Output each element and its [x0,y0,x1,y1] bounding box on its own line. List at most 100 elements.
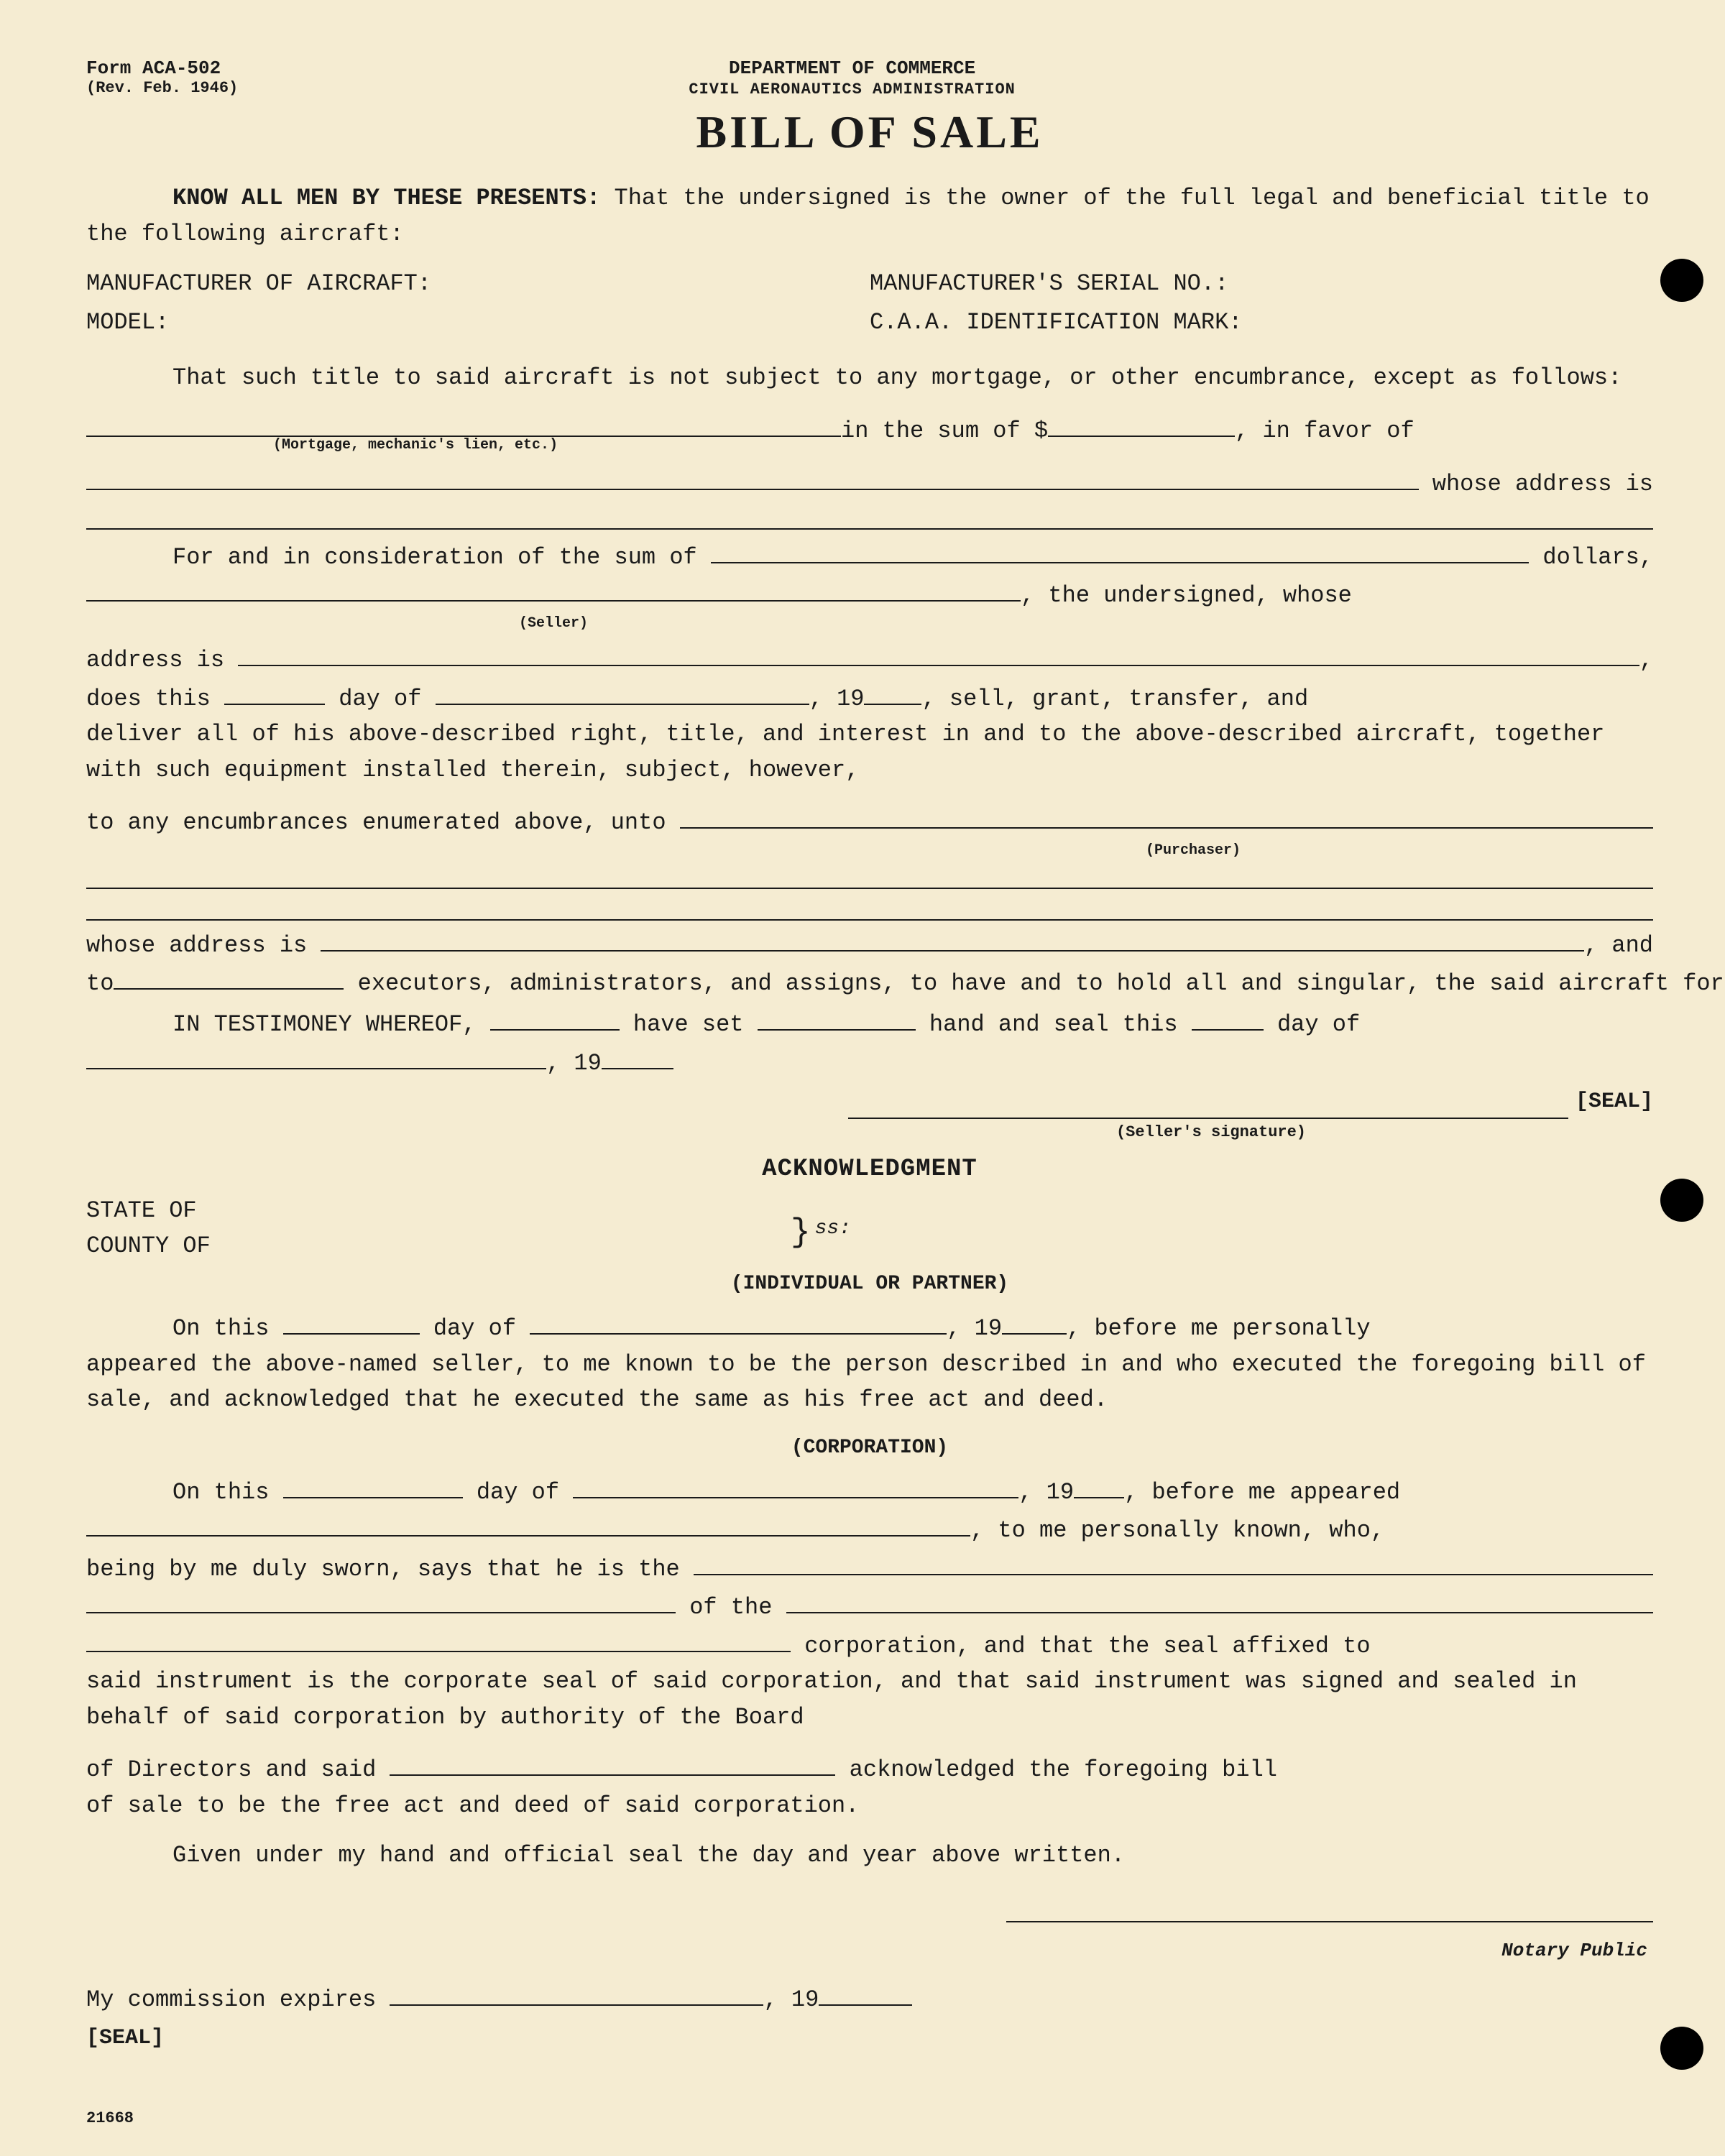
corp-title-blank[interactable] [694,1549,1653,1575]
know-all-clause: KNOW ALL MEN BY THESE PRESENTS: [172,185,600,211]
commission-year-blank[interactable] [819,1979,912,2006]
testimony-blank2[interactable] [758,1005,916,1031]
encumbrance-type-blank[interactable] [86,410,841,437]
corp-seal-body: said instrument is the corporate seal of… [86,1664,1653,1735]
ind-day-of: day of [420,1311,530,1347]
testimony-blank1[interactable] [490,1005,620,1031]
corp-name-blank[interactable] [786,1587,1653,1613]
given-under-hand: Given under my hand and official seal th… [86,1838,1653,1874]
purchaser-line-2[interactable] [86,862,1653,889]
year-prefix-text: , 19 [809,681,865,717]
in-favor-text: , in favor of [1235,413,1414,449]
corp-name-blank2[interactable] [86,1626,791,1652]
purchaser-blank[interactable] [680,803,1653,829]
year-prefix2-text: , 19 [546,1046,602,1082]
day-blank[interactable] [224,678,325,705]
ind-month-blank[interactable] [530,1308,947,1335]
testimony-day-blank[interactable] [1192,1005,1264,1031]
corp-seal-head: corporation, and that the seal affixed t… [791,1628,1371,1664]
corp-free-act: of sale to be the free act and deed of s… [86,1788,1653,1824]
seller-address-blank[interactable] [238,640,1639,667]
document-title: BILL OF SALE [86,106,1653,159]
seal-label-2: [SEAL] [86,2022,1653,2055]
subdepartment-line: CIVIL AERONAUTICS ADMINISTRATION [238,80,1466,98]
corp-day-blank[interactable] [283,1472,463,1498]
punch-hole [1660,259,1703,302]
seller-name-blank[interactable] [86,575,1021,602]
corp-year-prefix: , 19 [1018,1475,1074,1511]
caa-label: C.A.A. IDENTIFICATION MARK: [870,305,1653,341]
executors-text: executors, administrators, and assigns, … [344,966,1725,1002]
favor-of-blank[interactable] [86,464,1419,490]
notary-signature-line[interactable] [1006,1895,1653,1922]
purchaser-line-3[interactable] [86,893,1653,921]
corp-month-blank[interactable] [573,1472,1018,1498]
in-sum-text: in the sum of $ [841,413,1048,449]
address-is-text: address is [86,642,238,678]
whose-address2-text: whose address is [86,928,321,964]
individual-label: (INDIVIDUAL OR PARTNER) [86,1268,1653,1299]
corp-day-of: day of [463,1475,574,1511]
consideration-amount-blank[interactable] [711,537,1529,563]
deliver-paragraph: deliver all of his above-described right… [86,717,1653,788]
year-blank[interactable] [864,678,921,705]
testimony-year-blank[interactable] [602,1043,673,1069]
brace-icon: } [791,1207,811,1258]
corp-ack-blank[interactable] [390,1749,835,1776]
have-set-text: have set [620,1007,758,1043]
form-revision: (Rev. Feb. 1946) [86,79,238,97]
corp-appeared-blank[interactable] [86,1511,970,1537]
corp-title-blank2[interactable] [86,1587,676,1613]
ind-tail-head: , before me personally [1067,1311,1370,1347]
day-of2-text: day of [1264,1007,1360,1043]
seal-label: [SEAL] [1576,1085,1653,1119]
corp-ack-tail: acknowledged the foregoing bill [835,1752,1277,1788]
commission-expires-text: My commission expires [86,1982,390,2018]
corporation-label: (CORPORATION) [86,1432,1653,1463]
corp-of-the: of the [676,1590,786,1626]
undersigned-whose-text: , the undersigned, whose [1021,578,1352,614]
punch-hole [1660,1179,1703,1222]
ind-year-prefix: , 19 [947,1311,1002,1347]
month-blank[interactable] [436,678,809,705]
county-of-label: COUNTY OF [86,1228,791,1264]
notary-public-label: Notary Public [86,1936,1653,1965]
form-number: Form ACA-502 [86,57,238,79]
testimony-text: IN TESTIMONEY WHEREOF, [86,1007,490,1043]
corp-duly-sworn: being by me duly sworn, says that he is … [86,1552,694,1588]
encumbrance-paragraph: That such title to said aircraft is not … [86,360,1653,396]
commission-month-blank[interactable] [390,1979,763,2006]
state-of-label: STATE OF [86,1193,791,1229]
corp-personally-known: , to me personally known, who, [970,1513,1384,1549]
manufacturer-label: MANUFACTURER OF AIRCRAFT: [86,266,870,302]
commission-year-prefix: , 19 [763,1982,819,2018]
and-text: , and [1584,928,1653,964]
ind-paragraph-tail: appeared the above-named seller, to me k… [86,1347,1653,1418]
department-line: DEPARTMENT OF COMMERCE [238,57,1466,79]
whose-address-text: whose address is [1419,466,1653,502]
seller-signature-line[interactable] [848,1092,1568,1119]
address-blank-line[interactable] [86,502,1653,530]
sell-grant-text-head: , sell, grant, transfer, and [921,681,1308,717]
pronoun-blank[interactable] [114,963,344,990]
ind-year-blank[interactable] [1002,1308,1067,1335]
day-of-text: day of [325,681,436,717]
corp-on-this: On this [86,1475,283,1511]
purchaser-caption: (Purchaser) [86,839,1653,862]
serial-label: MANUFACTURER'S SERIAL NO.: [870,266,1653,302]
model-label: MODEL: [86,305,870,341]
dollars-text: dollars, [1529,540,1653,576]
sum-amount-blank[interactable] [1048,410,1235,437]
purchaser-address-blank[interactable] [321,925,1584,952]
ind-day-blank[interactable] [283,1308,420,1335]
for-and-text: For and in consideration of the sum of [86,540,711,576]
does-this-text: does this [86,681,224,717]
corp-year-blank[interactable] [1074,1472,1124,1498]
ind-on-this: On this [86,1311,283,1347]
to-text: to [86,966,114,1002]
corp-directors: of Directors and said [86,1752,390,1788]
hand-seal-text: hand and seal this [916,1007,1192,1043]
acknowledgment-title: ACKNOWLEDGMENT [86,1151,1653,1189]
corp-before-me: , before me appeared [1124,1475,1400,1511]
testimony-month-blank[interactable] [86,1043,546,1069]
